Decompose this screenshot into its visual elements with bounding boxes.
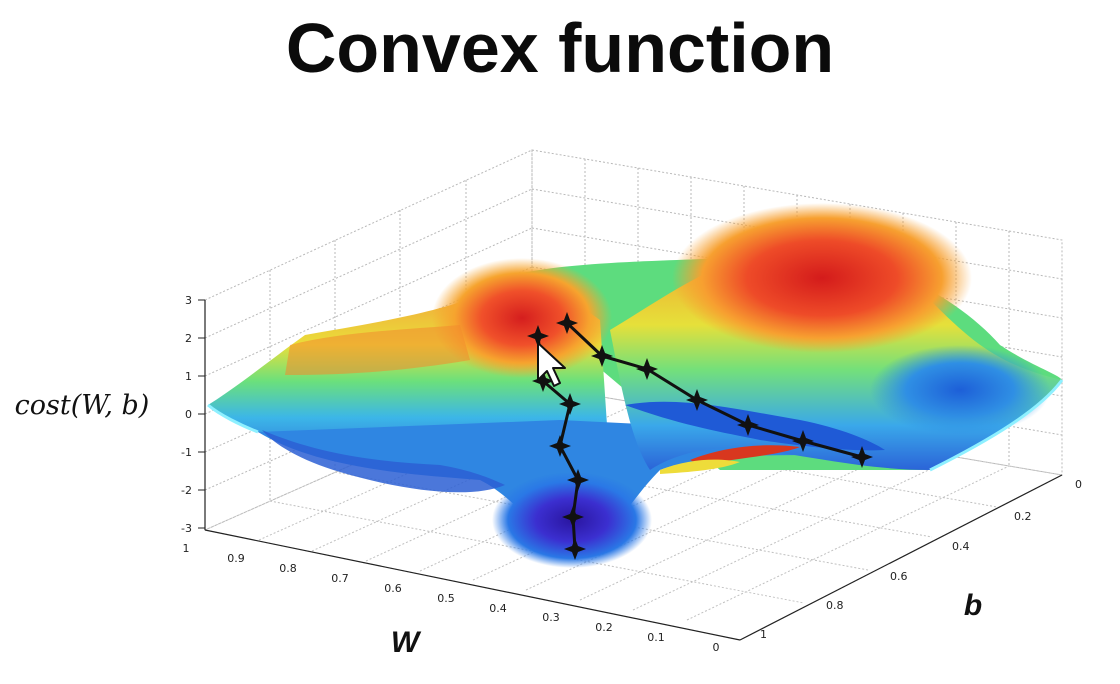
b-tick-label: 0.8 [826, 599, 844, 612]
chart-title: Convex function [285, 9, 835, 87]
b-tick-label: 0.4 [952, 540, 970, 553]
b-tick-label: 0.6 [890, 570, 908, 583]
z-tick-label: -3 [181, 522, 192, 535]
w-tick-label: 0 [713, 641, 720, 654]
w-tick-label: 0.1 [647, 631, 665, 644]
descent-step-marker [567, 469, 589, 491]
w-tick-label: 0.5 [437, 592, 455, 605]
w-axis-ticks: 1 0.9 0.8 0.7 0.6 0.5 0.4 0.3 0.2 0.1 0 [183, 542, 720, 654]
w-tick-label: 0.8 [279, 562, 297, 575]
b-tick-label: 0 [1075, 478, 1082, 491]
z-tick-label: 2 [185, 332, 192, 345]
b-axis-ticks: 0 0.2 0.4 0.6 0.8 1 [760, 478, 1082, 641]
w-tick-label: 0.7 [331, 572, 349, 585]
descent-markers [527, 312, 873, 560]
z-tick-label: -1 [181, 446, 192, 459]
descent-step-marker [549, 435, 571, 457]
z-axis-ticks: 3 2 1 0 -1 -2 -3 [181, 294, 205, 535]
descent-step-marker [792, 430, 814, 452]
z-tick-label: -2 [181, 484, 192, 497]
descent-step-marker [562, 506, 584, 528]
w-tick-label: 0.6 [384, 582, 402, 595]
w-axis-label: W [391, 626, 422, 659]
cost-surface [207, 203, 1064, 568]
descent-step-marker [636, 358, 658, 380]
descent-step-marker [564, 538, 586, 560]
descent-step-marker [556, 312, 578, 334]
descent-step-marker [559, 393, 581, 415]
descent-step-marker [737, 414, 759, 436]
mouse-cursor-icon [537, 342, 566, 387]
w-tick-label: 0.4 [489, 602, 507, 615]
descent-step-marker [851, 446, 873, 468]
z-tick-label: 1 [185, 370, 192, 383]
descent-step-marker [527, 325, 549, 347]
w-tick-label: 0.2 [595, 621, 613, 634]
z-tick-label: 0 [185, 408, 192, 421]
b-tick-label: 0.2 [1014, 510, 1032, 523]
z-tick-label: 3 [185, 294, 192, 307]
descent-step-marker [591, 345, 613, 367]
descent-step-marker [686, 389, 708, 411]
w-tick-label: 1 [183, 542, 190, 555]
z-axis-label: cost(W, b) [15, 390, 150, 421]
b-tick-label: 1 [760, 628, 767, 641]
descent-step-marker [532, 370, 554, 392]
w-tick-label: 0.3 [542, 611, 560, 624]
w-tick-label: 0.9 [227, 552, 245, 565]
b-axis-label: b [964, 589, 982, 622]
